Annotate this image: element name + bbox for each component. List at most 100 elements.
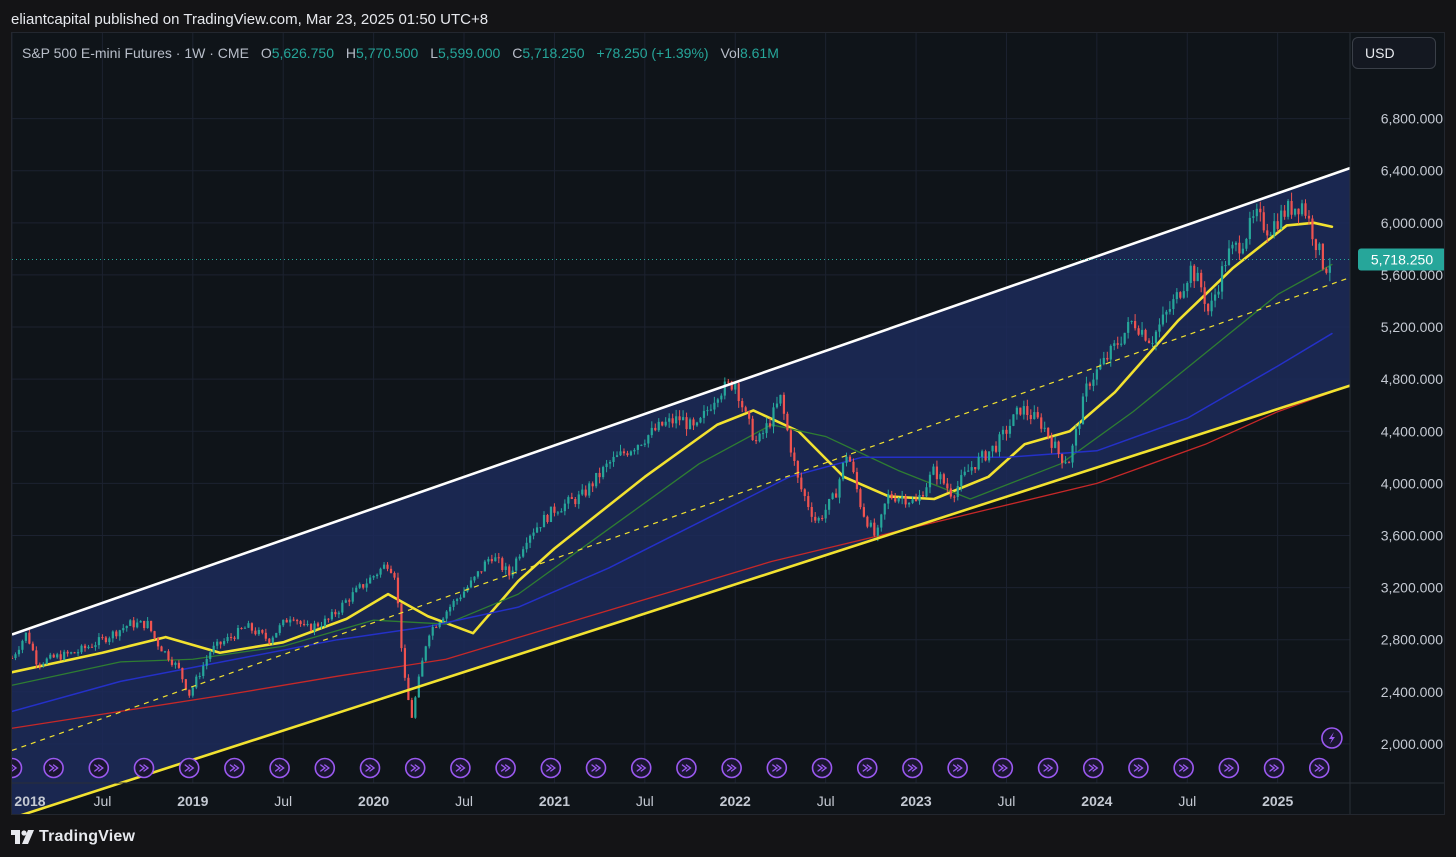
candle-body [386, 564, 389, 569]
candle-body [991, 445, 994, 452]
candle-body [247, 623, 250, 628]
marker-arrow [907, 764, 918, 772]
candle-body [953, 496, 956, 498]
chart-frame[interactable]: 6,800.000 6,400.000 6,000.000 5,600.000 5,20… [11, 32, 1445, 815]
candle-body [994, 445, 998, 452]
marker-arrow [1314, 764, 1325, 772]
candle-body [497, 557, 500, 559]
candle-body [487, 559, 490, 562]
candle-body [393, 572, 396, 578]
lightning-glyph [1328, 732, 1335, 744]
channel-upper-line [12, 166, 1351, 636]
marker-arrow [998, 764, 1009, 772]
candle-body [685, 417, 688, 430]
candle-body [1300, 203, 1304, 215]
marker-arrow [681, 764, 692, 772]
candle-body [35, 650, 38, 665]
candle-body [115, 631, 118, 637]
candle-body [1252, 216, 1255, 218]
moving-average-blue [12, 332, 1333, 713]
candle-body [880, 514, 883, 528]
candle-body [1266, 230, 1269, 236]
candle-body [1179, 292, 1182, 298]
currency-button[interactable]: USD [1352, 37, 1436, 69]
candles [12, 192, 1331, 719]
marker-arrow [184, 764, 195, 772]
candle-body [292, 619, 295, 621]
candle-body [181, 667, 184, 680]
candle-body [744, 407, 747, 412]
candle-body [588, 483, 591, 496]
candle-body [706, 410, 709, 412]
volume-label: Vol [720, 45, 740, 61]
candle-body [1019, 407, 1022, 415]
candle-body [1304, 203, 1307, 216]
candle-body [1248, 217, 1251, 239]
candle-body [469, 580, 473, 588]
candle-body [1154, 331, 1158, 343]
marker-arrow [862, 764, 873, 772]
candle-body [369, 577, 372, 584]
candle-body [998, 434, 1001, 452]
candle-body [1158, 324, 1161, 332]
candle-body [163, 651, 167, 653]
candle-body [1276, 221, 1279, 229]
candle-body [38, 664, 41, 666]
candle-body [1280, 210, 1283, 229]
candle-body [125, 625, 128, 629]
candle-body [1067, 462, 1071, 464]
candle-body [598, 472, 601, 478]
candle-body [223, 641, 226, 645]
candle-body [1116, 343, 1119, 345]
candle-body [935, 466, 939, 480]
candle-body [167, 651, 170, 660]
marker-arrow [274, 764, 285, 772]
candle-body [97, 637, 101, 646]
candle-body [174, 662, 177, 665]
candle-body [1054, 441, 1057, 448]
candle-body [974, 467, 977, 470]
symbol-name[interactable]: S&P 500 E-mini Futures · 1W · CME [22, 45, 249, 61]
candle-body [841, 462, 845, 480]
candle-body [209, 652, 212, 659]
candle-body [883, 503, 886, 515]
candle-body [1071, 445, 1074, 463]
candle-body [984, 451, 987, 461]
candle-body [981, 451, 984, 457]
price-tick-label: 6,800.000 [1381, 111, 1443, 127]
candle-body [1099, 364, 1102, 370]
candle-body [330, 611, 333, 620]
candle-body [410, 700, 413, 718]
candle-body [1165, 311, 1168, 315]
candle-body [887, 494, 890, 504]
candle-body [873, 522, 876, 536]
footer-brand-text: TradingView [39, 828, 136, 845]
price-tick-label: 4,000.000 [1381, 475, 1443, 491]
candle-body [629, 451, 633, 456]
candle-body [1001, 429, 1005, 435]
candle-body [595, 472, 598, 487]
candle-body [542, 514, 546, 528]
price-tick-label: 2,800.000 [1381, 632, 1443, 648]
candle-body [264, 632, 267, 639]
candle-body [12, 657, 14, 659]
candle-body [1085, 383, 1088, 397]
candle-body [289, 619, 292, 623]
candle-body [605, 463, 608, 468]
candle-body [1036, 412, 1039, 418]
candle-body [400, 603, 403, 649]
candle-body [212, 645, 215, 653]
candle-body [438, 622, 441, 628]
candle-body [195, 676, 198, 688]
candle-body [226, 637, 229, 642]
candle-body [278, 625, 281, 633]
candle-body [946, 483, 949, 489]
candle-body [1043, 427, 1046, 429]
candle-body [494, 557, 497, 562]
candle-body [205, 658, 208, 666]
price-chart[interactable]: 6,800.000 6,400.000 6,000.000 5,600.000 5,20… [12, 33, 1445, 815]
candle-body [1213, 294, 1217, 301]
candle-body [104, 637, 107, 643]
candle-body [748, 411, 751, 419]
candle-body [59, 654, 62, 660]
